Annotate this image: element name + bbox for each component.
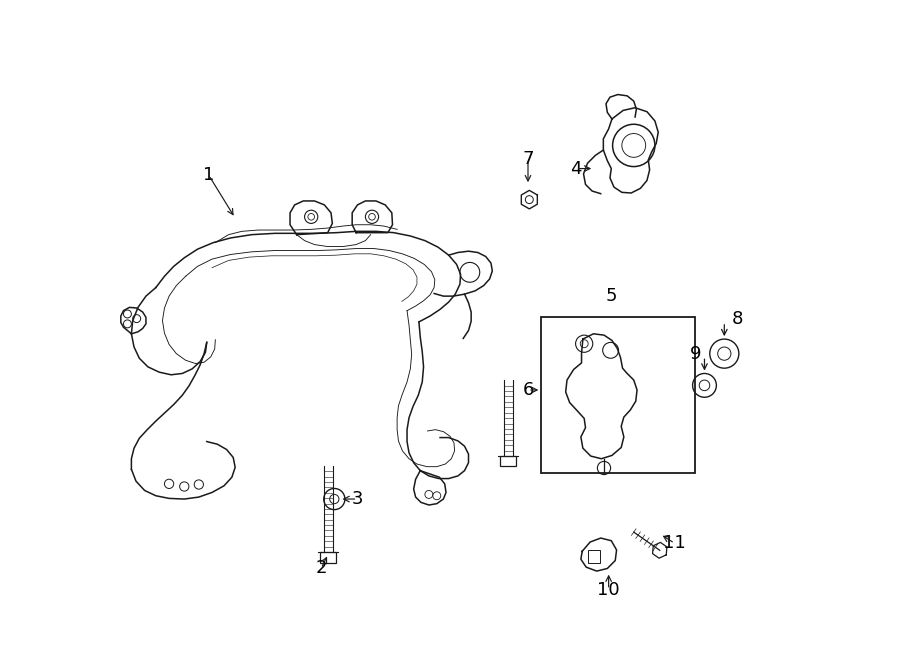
Text: 9: 9 [689, 344, 701, 363]
Bar [320, 552, 337, 563]
Text: 10: 10 [598, 580, 620, 599]
Text: 4: 4 [570, 159, 581, 178]
Text: 11: 11 [663, 534, 686, 553]
Text: 6: 6 [522, 381, 534, 399]
Bar [500, 456, 516, 466]
Text: 2: 2 [315, 559, 327, 578]
Bar [541, 317, 695, 473]
Text: 3: 3 [352, 490, 364, 508]
Text: 1: 1 [203, 166, 214, 184]
Text: 5: 5 [606, 288, 617, 305]
Bar [588, 550, 600, 563]
Text: 7: 7 [522, 149, 534, 168]
Text: 8: 8 [733, 310, 743, 329]
